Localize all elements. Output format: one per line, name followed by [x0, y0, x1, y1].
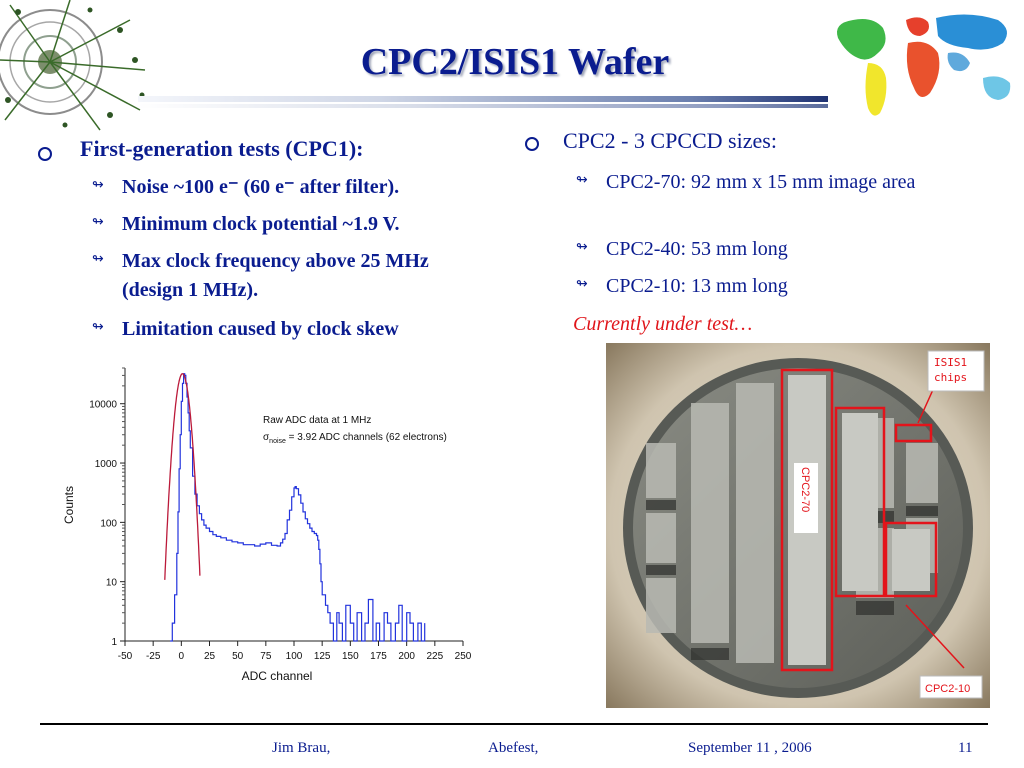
x-tick-label: 250 [455, 651, 472, 662]
x-tick-label: 175 [370, 651, 387, 662]
left-item: Noise ~100 e⁻ (60 e⁻ after filter). [122, 176, 400, 198]
x-tick-label: 75 [260, 651, 272, 662]
x-tick-label: 0 [179, 651, 185, 662]
left-item: Minimum clock potential ~1.9 V. [122, 213, 400, 235]
footer-event: Abefest, [488, 740, 539, 756]
y-tick-label: 100 [100, 518, 117, 529]
right-item: CPC2-70: 92 mm x 15 mm image area [606, 171, 916, 193]
x-tick-label: 125 [314, 651, 331, 662]
left-heading: First-generation tests (CPC1): [80, 136, 364, 161]
right-heading: CPC2 - 3 CPCCD sizes: [563, 128, 777, 153]
x-tick-label: 225 [426, 651, 443, 662]
bullet-marker [38, 147, 52, 161]
bullet-marker: ↬ [576, 276, 588, 292]
x-tick-label: 25 [204, 651, 216, 662]
header-bar [138, 96, 828, 102]
footer-date: September 11 , 2006 [688, 740, 812, 756]
left-item: Max clock frequency above 25 MHz (design… [122, 250, 429, 301]
slide-title: CPC2/ISIS1 Wafer [360, 41, 670, 83]
footer-page-number: 11 [958, 740, 973, 756]
bullet-marker: ↬ [92, 177, 104, 193]
bullet-marker: ↬ [92, 319, 104, 335]
isis1-label-sub: chips [934, 371, 967, 384]
footer-author: Jim Brau, [272, 740, 331, 756]
footer-rule [40, 723, 988, 725]
right-item: CPC2-10: 13 mm long [606, 275, 788, 297]
x-tick-label: 150 [342, 651, 359, 662]
bullet-marker: ↬ [576, 239, 588, 255]
adc-histogram-chart: 1 10 100 1000 10000 -50 -25 0 25 50 75 100 125 150 17… [62, 367, 472, 683]
chart-annotation-sigma: σnoise = 3.92 ADC channels (62 electrons… [263, 432, 447, 445]
x-tick-label: 200 [398, 651, 415, 662]
gaussian-fit-line [164, 373, 201, 580]
left-item: Limitation caused by clock skew [122, 318, 399, 340]
x-tick-label: -50 [118, 651, 133, 662]
bullet-marker: ↬ [92, 214, 104, 230]
y-axis-label: Counts [62, 486, 76, 524]
status-note: Currently under test… [573, 313, 753, 335]
x-tick-label: -25 [146, 651, 161, 662]
cpc2-10-label: CPC2-10 [925, 683, 970, 695]
bullet-marker [525, 137, 539, 151]
isis1-label: ISIS1 [934, 356, 967, 369]
x-axis: -50 -25 0 25 50 75 100 125 150 175 200 225 250 [118, 641, 472, 662]
x-axis-label: ADC channel [242, 669, 313, 683]
y-tick-label: 1000 [95, 459, 118, 470]
bullet-marker: ↬ [92, 251, 104, 267]
right-item: CPC2-40: 53 mm long [606, 238, 788, 260]
x-tick-label: 100 [286, 651, 303, 662]
y-tick-label: 1 [111, 637, 117, 648]
x-tick-label: 50 [232, 651, 244, 662]
y-tick-label: 10000 [89, 400, 117, 411]
wafer-photo: ISIS1 chips CPC2-70 CPC2-10 [606, 343, 990, 708]
y-tick-label: 10 [106, 578, 118, 589]
bullet-marker: ↬ [576, 172, 588, 188]
data-series-line [170, 373, 426, 642]
y-axis: 1 10 100 1000 10000 [89, 367, 125, 648]
world-map-logo [837, 14, 1011, 116]
cpc2-70-label: CPC2-70 [799, 467, 811, 512]
chart-annotation: Raw ADC data at 1 MHz [263, 415, 371, 426]
header-bar-shadow [138, 104, 828, 108]
particle-event-logo [0, 0, 150, 135]
